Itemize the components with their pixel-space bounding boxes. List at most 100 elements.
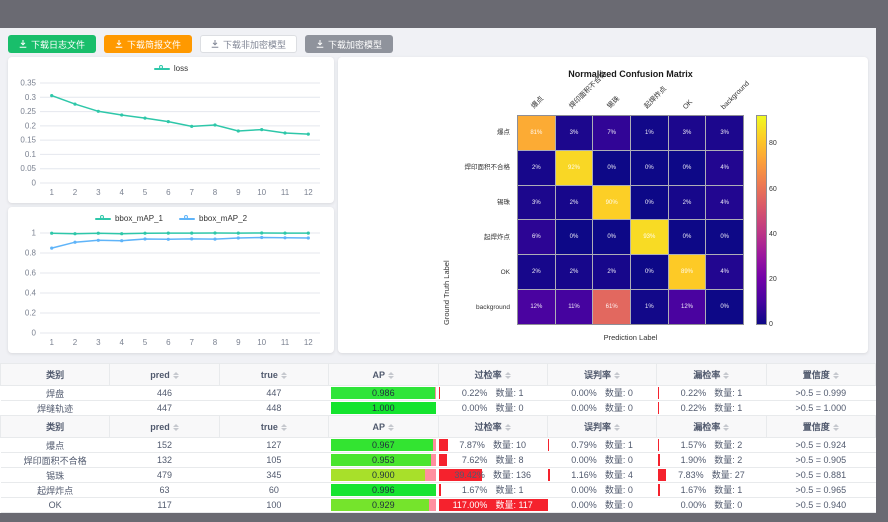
defect-metrics-table: 类别 pred true AP 过检率 误判率 漏检率 置信度 爆点 152 127 0.96…: [0, 415, 877, 513]
miss-rate-cell: 1.90% 数量: 2: [656, 452, 767, 468]
matrix-cell: 3%: [668, 116, 706, 150]
sort-caret-icon: [280, 423, 287, 431]
pred-cell: 479: [109, 467, 220, 483]
svg-text:0.8: 0.8: [25, 249, 37, 258]
misjudge-rate-cell: 0.00% 数量: 0: [547, 385, 657, 401]
confidence-cell: >0.5 = 0.881: [766, 467, 876, 483]
column-header-过检率[interactable]: 过检率: [437, 415, 548, 438]
class-name-cell: 爆点: [0, 437, 110, 453]
sort-caret-icon: [172, 371, 179, 379]
svg-text:3: 3: [96, 188, 101, 197]
rate-bar: [657, 484, 660, 496]
true-cell: 448: [219, 400, 329, 416]
legend-marker: [153, 65, 170, 70]
column-header-AP[interactable]: AP: [328, 415, 439, 438]
matrix-cell: 0%: [631, 185, 668, 220]
sort-caret-icon: [504, 372, 511, 380]
ap-cell: 0.929: [328, 497, 438, 513]
download-toolbar: 下载日志文件 下载简报文件 下载非加密模型 下载加密模型: [8, 35, 394, 53]
misjudge-rate-cell: 0.79% 数量: 1: [547, 437, 657, 453]
matrix-cell: 1%: [631, 116, 668, 150]
download-icon: [211, 40, 219, 48]
overkill-rate-cell: 7.62% 数量: 8: [438, 452, 548, 468]
download-report-button[interactable]: 下载简报文件: [104, 35, 193, 53]
sort-caret-icon: [723, 424, 730, 432]
svg-text:0.4: 0.4: [25, 289, 37, 298]
misjudge-rate-cell: 0.00% 数量: 0: [547, 497, 657, 513]
matrix-column-label: OK: [682, 98, 695, 111]
svg-text:0: 0: [32, 329, 37, 338]
matrix-cell: 0%: [631, 255, 668, 290]
matrix-row-label: 锡珠: [497, 199, 510, 206]
matrix-cell: 3%: [518, 185, 555, 220]
matrix-cell: 4%: [706, 150, 743, 185]
column-header-置信度[interactable]: 置信度: [765, 415, 877, 438]
svg-text:0.25: 0.25: [20, 107, 36, 116]
column-header-true[interactable]: true: [218, 363, 330, 386]
download-log-button[interactable]: 下载日志文件: [8, 35, 97, 53]
loss-chart: 00.050.10.150.20.250.30.351 2 3 4 5 6 7 8 9 10 11 1…: [20, 79, 320, 197]
column-header-漏检率[interactable]: 漏检率: [656, 363, 767, 386]
matrix-cell: 0%: [668, 220, 706, 255]
rate-bar: [657, 439, 660, 451]
column-header-误判率[interactable]: 误判率: [546, 415, 658, 438]
matrix-cell: 1%: [631, 290, 668, 324]
download-encrypted-model-button[interactable]: 下载加密模型: [305, 35, 394, 53]
legend-marker: [94, 215, 111, 220]
loss-chart-legend: loss: [8, 64, 334, 73]
column-header-AP[interactable]: AP: [328, 363, 439, 386]
download-plain-model-button[interactable]: 下载非加密模型: [200, 35, 298, 53]
miss-rate-cell: 0.22% 数量: 1: [656, 400, 767, 416]
column-header-pred[interactable]: pred: [109, 363, 220, 386]
colorbar: [756, 115, 767, 325]
miss-rate-cell: 1.67% 数量: 1: [656, 482, 767, 498]
true-cell: 127: [219, 437, 329, 453]
download-encrypted-model-label: 下载加密模型: [328, 39, 383, 50]
download-report-label: 下载简报文件: [127, 39, 182, 50]
matrix-column-label: 焊印面积不合格: [568, 70, 608, 111]
sort-caret-icon: [504, 424, 511, 432]
matrix-cell: 90%: [593, 185, 630, 220]
legend-label: loss: [173, 64, 189, 73]
legend-item-bbox_mAP_2[interactable]: bbox_mAP_2: [179, 214, 247, 223]
colorbar-tick: 20: [769, 275, 777, 283]
matrix-cell: 89%: [668, 255, 706, 290]
colorbar-tick: 80: [769, 140, 777, 148]
svg-text:11: 11: [281, 338, 290, 347]
download-icon: [19, 40, 27, 48]
overkill-rate-cell: 1.67% 数量: 1: [438, 482, 548, 498]
overkill-rate-cell: 7.87% 数量: 10: [438, 437, 548, 453]
map-chart: 00.20.40.60.811 2 3 4 5 6 7 8 9 10 11 12: [25, 229, 320, 347]
svg-text:3: 3: [96, 338, 101, 347]
column-header-漏检率[interactable]: 漏检率: [656, 415, 767, 438]
class-name-cell: 锡珠: [0, 467, 110, 483]
confidence-cell: >0.5 = 0.905: [766, 452, 876, 468]
svg-text:2: 2: [73, 188, 78, 197]
confusion-matrix-card: Normalized Confusion Matrix 爆点 焊印面积不合格 锡珠起…: [338, 57, 868, 353]
svg-text:0.1: 0.1: [25, 150, 37, 159]
class-name-cell: 焊盘: [0, 385, 110, 401]
misjudge-rate-cell: 1.16% 数量: 4: [547, 467, 657, 483]
column-header-过检率[interactable]: 过检率: [437, 363, 548, 386]
loss-chart-card: loss 0 0.05 0.1 0.15 0.2 0.25 0.3 0.35 1 2 3 4 5 6 7 8 9…: [8, 57, 334, 203]
legend-item-loss[interactable]: loss: [153, 64, 189, 73]
matrix-cell: 61%: [593, 290, 630, 324]
svg-text:0.2: 0.2: [25, 309, 37, 318]
column-header-置信度[interactable]: 置信度: [765, 363, 877, 386]
column-header-误判率[interactable]: 误判率: [546, 363, 658, 386]
column-header-true[interactable]: true: [218, 415, 330, 438]
svg-text:9: 9: [236, 188, 241, 197]
column-header-pred[interactable]: pred: [109, 415, 220, 438]
misjudge-rate-cell: 0.00% 数量: 0: [547, 482, 657, 498]
pred-cell: 447: [109, 400, 220, 416]
sort-caret-icon: [614, 372, 621, 380]
svg-text:0.3: 0.3: [25, 93, 37, 102]
pred-cell: 132: [109, 452, 220, 468]
legend-item-bbox_mAP_1[interactable]: bbox_mAP_1: [94, 214, 163, 223]
download-icon: [115, 40, 123, 48]
svg-text:0.35: 0.35: [20, 79, 36, 88]
matrix-row-label: OK: [500, 269, 510, 276]
matrix-cell: 3%: [706, 116, 743, 150]
svg-text:6: 6: [166, 338, 171, 347]
matrix-cell: 2%: [518, 150, 555, 185]
